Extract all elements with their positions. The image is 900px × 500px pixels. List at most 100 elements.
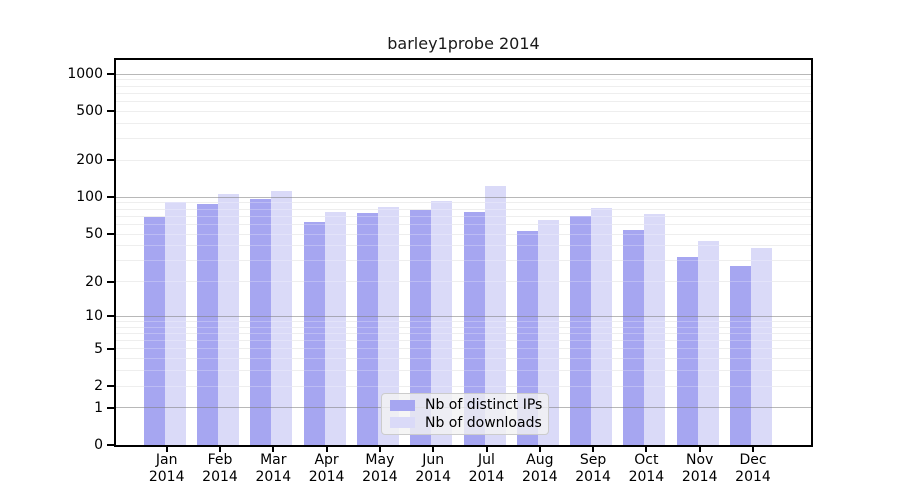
bar-distinct-ips-apr <box>303 221 325 445</box>
gridline-minor <box>116 92 811 94</box>
bar-downloads-sep <box>591 207 613 445</box>
bar-downloads-jun <box>431 201 453 445</box>
x-axis-tick-mark <box>485 447 488 452</box>
bar-downloads-nov <box>697 240 719 445</box>
gridline-minor-overlay <box>116 223 811 225</box>
y-axis-tick-mark <box>107 110 114 113</box>
x-axis-tick-mark <box>378 447 381 452</box>
gridline-minor <box>116 138 811 140</box>
plot-area: Nb of distinct IPs Nb of downloads <box>114 58 813 447</box>
bar-distinct-ips-oct <box>623 229 645 445</box>
bar-downloads-may <box>377 206 399 445</box>
gridline-major <box>116 315 811 317</box>
gridline-major <box>116 73 811 75</box>
bar-distinct-ips-mar <box>250 198 272 445</box>
gridline-minor-overlay <box>116 101 811 103</box>
bar-downloads-jul <box>484 186 506 445</box>
x-axis-tick-mark <box>592 447 595 452</box>
x-axis-tick-label-aug: Aug 2014 <box>521 452 558 485</box>
y-axis-tick-mark <box>107 159 114 162</box>
bar-distinct-ips-sep <box>570 216 592 445</box>
x-axis-tick-label-jan: Jan 2014 <box>148 452 185 485</box>
gridline-minor-overlay <box>116 320 811 322</box>
gridline-minor-overlay <box>116 202 811 204</box>
gridline-minor-overlay <box>116 208 811 210</box>
y-axis-tick-mark <box>107 406 114 409</box>
legend-swatch-distinct-ips <box>390 399 415 411</box>
gridline-minor-overlay <box>116 85 811 87</box>
gridline-minor-overlay <box>116 215 811 217</box>
gridline-minor-overlay <box>116 233 811 235</box>
legend-label-distinct-ips: Nb of distinct IPs <box>425 397 543 414</box>
bar-downloads-dec <box>751 248 772 445</box>
gridline-minor-overlay <box>116 110 811 112</box>
bar-distinct-ips-aug <box>516 230 538 445</box>
y-axis-tick-mark <box>107 280 114 283</box>
y-axis-tick-label: 2 <box>94 378 103 395</box>
chart-title: barley1probe 2014 <box>387 34 540 53</box>
gridline-minor-overlay <box>116 385 811 387</box>
y-axis-tick-label: 100 <box>76 189 103 206</box>
gridline-minor <box>116 101 811 103</box>
legend: Nb of distinct IPs Nb of downloads <box>381 393 549 435</box>
bar-downloads-aug <box>537 220 559 445</box>
gridline-minor-overlay <box>116 92 811 94</box>
y-axis-tick-mark <box>107 444 114 446</box>
gridline-minor-overlay <box>116 326 811 328</box>
x-axis-tick-mark <box>538 447 541 452</box>
y-axis-tick-label: 0 <box>94 437 103 453</box>
gridline-minor-overlay <box>116 79 811 81</box>
y-axis-tick-mark <box>107 315 114 318</box>
x-axis-tick-label-jun: Jun 2014 <box>415 452 451 485</box>
y-axis-tick-mark <box>107 347 114 350</box>
bar-distinct-ips-nov <box>676 257 698 445</box>
bar-distinct-ips-may <box>356 213 378 445</box>
x-axis-tick-mark <box>752 447 754 452</box>
y-axis-tick-label: 50 <box>85 226 103 243</box>
x-axis-tick-label-nov: Nov 2014 <box>681 452 718 485</box>
x-axis-tick-mark <box>645 447 648 452</box>
bar-downloads-oct <box>644 214 666 445</box>
x-axis-tick-label-sep: Sep 2014 <box>575 452 611 485</box>
y-axis-tick-label: 1000 <box>67 66 103 83</box>
y-axis-tick-mark <box>107 233 114 236</box>
y-axis-tick-label: 1 <box>94 399 103 416</box>
bar-distinct-ips-jun <box>410 209 432 445</box>
gridline-minor-overlay <box>116 138 811 140</box>
x-axis-tick-label-oct: Oct 2014 <box>628 452 665 485</box>
gridline-minor-overlay <box>116 348 811 350</box>
legend-row-distinct-ips: Nb of distinct IPs <box>390 397 543 414</box>
y-axis-tick-label: 10 <box>85 308 103 325</box>
x-axis-tick-mark <box>432 447 435 452</box>
x-axis-tick-mark <box>219 447 221 452</box>
gridline-minor <box>116 202 811 204</box>
gridline-minor-overlay <box>116 358 811 360</box>
y-axis-tick-label: 200 <box>76 152 103 169</box>
gridline-major <box>116 196 811 198</box>
bar-distinct-ips-dec <box>730 266 751 445</box>
legend-row-downloads: Nb of downloads <box>390 415 542 431</box>
y-axis-tick-label: 500 <box>76 103 103 120</box>
bar-downloads-mar <box>271 191 293 445</box>
x-axis-tick-label-may: May 2014 <box>362 452 398 485</box>
gridline-minor-overlay <box>116 159 811 161</box>
x-axis-tick-mark <box>272 447 275 452</box>
bar-downloads-jan <box>164 201 186 445</box>
y-axis-tick-label: 20 <box>85 273 103 290</box>
y-axis-tick-mark <box>107 73 114 76</box>
gridline-minor <box>116 79 811 81</box>
gridline-minor-overlay <box>116 260 811 262</box>
gridline-minor-overlay <box>116 340 811 342</box>
gridline-minor <box>116 208 811 210</box>
gridline-minor-overlay <box>116 281 811 283</box>
x-axis-tick-mark <box>165 447 168 452</box>
gridline-minor <box>116 85 811 87</box>
gridline-minor <box>116 122 811 124</box>
gridline-minor-overlay <box>116 122 811 124</box>
gridline-minor-overlay <box>116 245 811 247</box>
x-axis-tick-label-mar: Mar 2014 <box>255 452 292 485</box>
legend-swatch-downloads <box>390 417 415 429</box>
x-axis-tick-label-apr: Apr 2014 <box>308 452 345 485</box>
y-axis-tick-label: 5 <box>94 340 103 357</box>
